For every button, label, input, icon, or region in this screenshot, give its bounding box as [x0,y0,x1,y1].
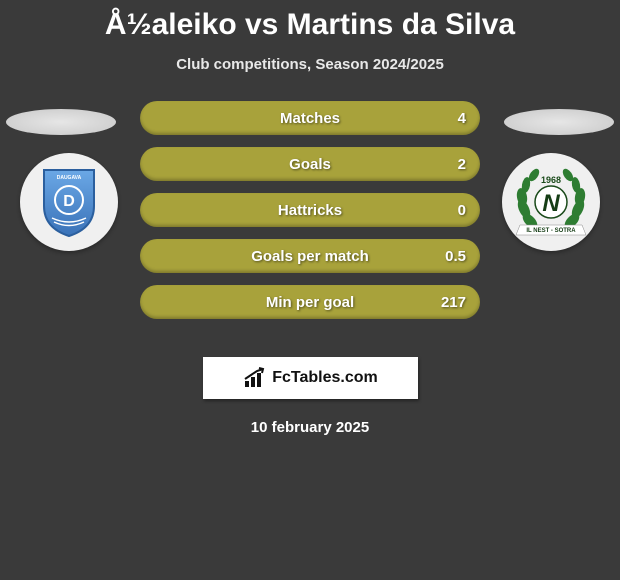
stat-value: 0.5 [445,248,466,265]
stat-value: 0 [458,202,466,219]
stats-list: Matches 4 Goals 2 Hattricks 0 Goals per match 0… [140,101,480,331]
page-title: Å½aleiko vs Martins da Silva [0,0,620,42]
comparison-area: DAUGAVA D [0,101,620,341]
left-ellipse [6,109,116,135]
date-text: 10 february 2025 [0,419,620,436]
stat-row: Matches 4 [140,101,480,135]
right-crest-icon: 1968 N IL NEST - SOTRA [508,159,594,245]
stat-label: Matches [280,110,340,127]
stat-row: Goals per match 0.5 [140,239,480,273]
stat-label: Goals per match [251,248,369,265]
right-crest-year: 1968 [541,175,561,185]
left-crest-icon: DAUGAVA D [40,166,98,238]
left-crest-letter: D [63,193,75,210]
stat-row: Hattricks 0 [140,193,480,227]
left-team-badge: DAUGAVA D [20,153,118,251]
chart-icon [242,367,268,389]
right-crest-banner: IL NEST - SOTRA [526,228,576,234]
stat-row: Goals 2 [140,147,480,181]
right-crest-letter: N [542,190,560,217]
stat-value: 4 [458,110,466,127]
stat-label: Hattricks [278,202,342,219]
stat-value: 2 [458,156,466,173]
stat-row: Min per goal 217 [140,285,480,319]
subtitle: Club competitions, Season 2024/2025 [0,56,620,73]
stat-label: Goals [289,156,331,173]
right-ellipse [504,109,614,135]
stat-label: Min per goal [266,294,354,311]
left-crest-label: DAUGAVA [57,175,82,181]
brand-text: FcTables.com [272,369,378,387]
brand-box[interactable]: FcTables.com [203,357,418,399]
right-team-badge: 1968 N IL NEST - SOTRA [502,153,600,251]
stat-value: 217 [441,294,466,311]
